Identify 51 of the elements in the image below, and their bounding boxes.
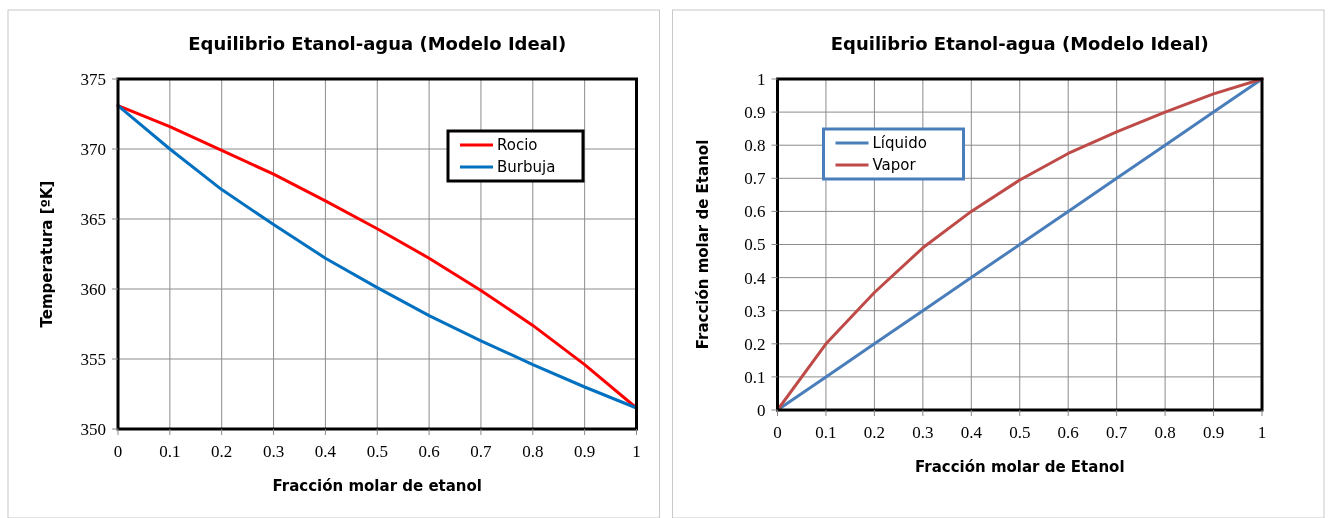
y-tick-label: 0.7 (744, 169, 766, 189)
chart-title: Equilibrio Etanol-agua (Modelo Ideal) (830, 33, 1209, 54)
y-tick-label: 375 (80, 69, 106, 89)
y-tick-label: 355 (80, 349, 106, 369)
x-tick-label: 0.6 (1057, 423, 1079, 442)
y-tick-label: 360 (80, 279, 106, 299)
y-tick-label: 0.5 (744, 235, 766, 255)
x-tick-label: 0 (113, 442, 123, 461)
y-axis-title: Fracción molar de Etanol (693, 139, 712, 350)
x-tick-label: 0.1 (159, 442, 181, 461)
y-tick-label: 0.1 (744, 367, 766, 387)
legend-label: Vapor (872, 156, 917, 175)
x-tick-label: 0.4 (314, 442, 337, 461)
x-tick-label: 0.6 (418, 442, 440, 461)
y-tick-label: 0.4 (744, 268, 766, 288)
y-tick-label: 0.6 (744, 202, 766, 222)
y-tick-label: 350 (80, 419, 106, 439)
x-tick-label: 0.7 (470, 442, 493, 461)
y-tick-label: 1 (757, 69, 766, 89)
x-axis-title: Fracción molar de etanol (272, 477, 482, 495)
y-tick-label: 0.2 (744, 334, 766, 354)
x-tick-label: 0.5 (1009, 423, 1031, 442)
x-tick-label: 0.8 (522, 442, 544, 461)
legend-label: Burbuja (497, 158, 556, 177)
y-tick-label: 0.8 (744, 136, 766, 156)
y-tick-label: 365 (80, 209, 106, 229)
x-tick-label: 1 (1257, 423, 1267, 442)
legend-label: Líquido (872, 134, 927, 153)
y-tick-label: 0 (757, 400, 766, 420)
x-tick-label: 0.5 (366, 442, 388, 461)
x-tick-label: 1 (632, 442, 641, 461)
x-tick-label: 0.8 (1154, 423, 1176, 442)
x-tick-label: 0.9 (1202, 423, 1225, 442)
x-tick-label: 0 (773, 423, 782, 442)
x-tick-label: 0.2 (863, 423, 886, 442)
x-tick-label: 0.3 (262, 442, 285, 461)
x-tick-label: 0.3 (912, 423, 934, 442)
x-tick-label: 0.4 (960, 423, 983, 442)
y-axis-title: Temperatura [ºK] (38, 180, 56, 328)
legend-label: Rocio (497, 136, 538, 155)
line-series (776, 77, 1264, 412)
x-tick-label: 0.1 (815, 423, 837, 442)
x-tick-label: 0.9 (574, 442, 596, 461)
x-tick-label: 0.2 (211, 442, 233, 461)
y-tick-label: 0.3 (744, 301, 766, 321)
y-tick-label: 0.9 (744, 103, 766, 123)
chart-title: Equilibrio Etanol-agua (Modelo Ideal) (188, 33, 567, 54)
x-axis-title: Fracción molar de Etanol (914, 458, 1125, 476)
y-tick-label: 370 (80, 139, 106, 159)
line-series (116, 104, 638, 410)
x-tick-label: 0.7 (1106, 423, 1128, 442)
